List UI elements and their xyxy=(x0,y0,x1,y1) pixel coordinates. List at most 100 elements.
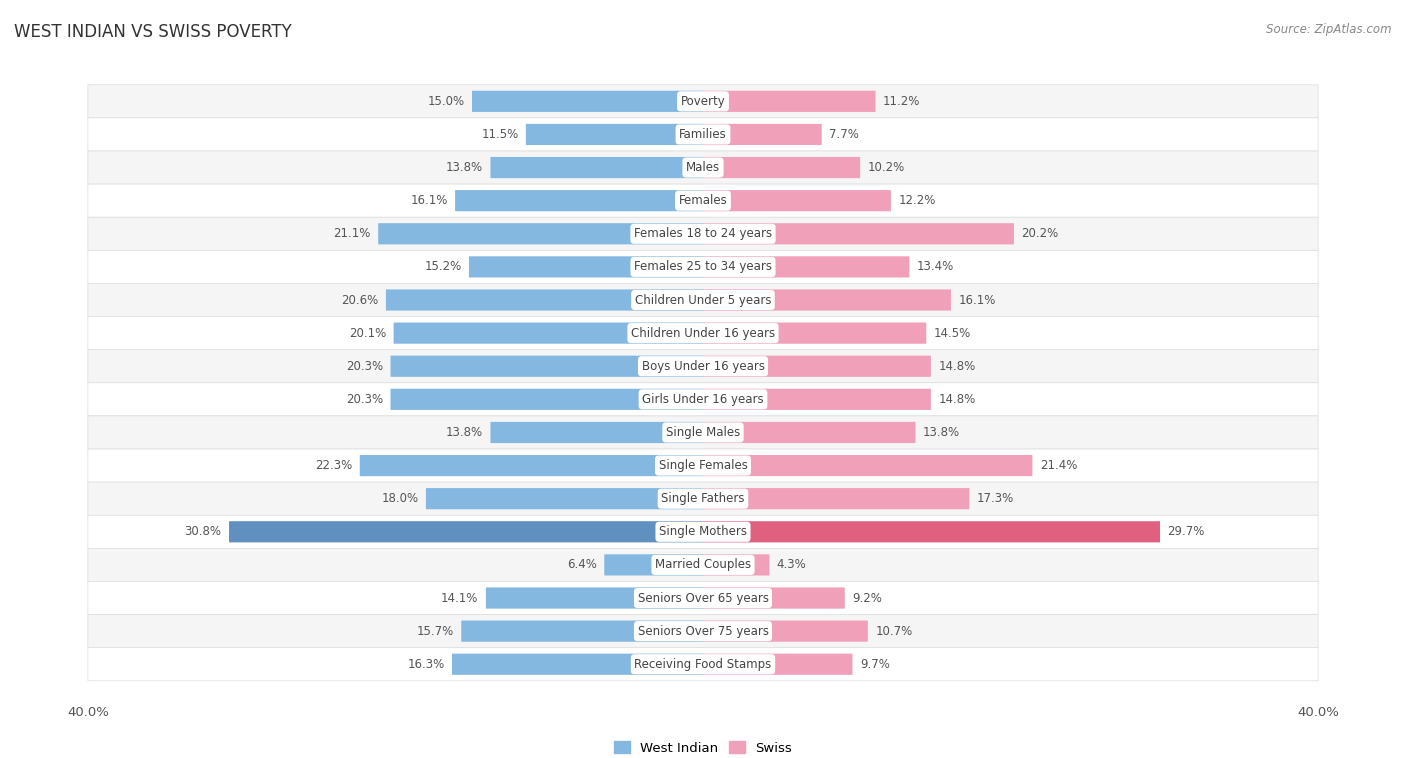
FancyBboxPatch shape xyxy=(703,522,1160,543)
Text: 21.4%: 21.4% xyxy=(1040,459,1077,472)
Text: Seniors Over 75 years: Seniors Over 75 years xyxy=(637,625,769,637)
Text: 20.3%: 20.3% xyxy=(346,393,382,406)
FancyBboxPatch shape xyxy=(391,356,703,377)
Text: 16.1%: 16.1% xyxy=(959,293,995,306)
FancyBboxPatch shape xyxy=(87,647,1319,681)
FancyBboxPatch shape xyxy=(87,250,1319,283)
FancyBboxPatch shape xyxy=(703,653,852,675)
Text: Girls Under 16 years: Girls Under 16 years xyxy=(643,393,763,406)
FancyBboxPatch shape xyxy=(87,615,1319,647)
Text: Seniors Over 65 years: Seniors Over 65 years xyxy=(637,591,769,605)
Text: Females: Females xyxy=(679,194,727,207)
FancyBboxPatch shape xyxy=(491,422,703,443)
FancyBboxPatch shape xyxy=(87,349,1319,383)
FancyBboxPatch shape xyxy=(456,190,703,211)
FancyBboxPatch shape xyxy=(491,157,703,178)
Text: 4.3%: 4.3% xyxy=(778,559,807,572)
FancyBboxPatch shape xyxy=(526,124,703,145)
Text: Children Under 16 years: Children Under 16 years xyxy=(631,327,775,340)
Text: Poverty: Poverty xyxy=(681,95,725,108)
Text: 13.8%: 13.8% xyxy=(446,426,484,439)
FancyBboxPatch shape xyxy=(472,91,703,112)
Text: Females 25 to 34 years: Females 25 to 34 years xyxy=(634,261,772,274)
Text: 22.3%: 22.3% xyxy=(315,459,353,472)
Text: 18.0%: 18.0% xyxy=(381,492,419,505)
Text: 9.2%: 9.2% xyxy=(852,591,882,605)
FancyBboxPatch shape xyxy=(385,290,703,311)
FancyBboxPatch shape xyxy=(703,455,1032,476)
FancyBboxPatch shape xyxy=(470,256,703,277)
FancyBboxPatch shape xyxy=(703,91,876,112)
Text: 20.2%: 20.2% xyxy=(1021,227,1059,240)
FancyBboxPatch shape xyxy=(703,290,950,311)
Text: 12.2%: 12.2% xyxy=(898,194,935,207)
Text: 14.8%: 14.8% xyxy=(938,393,976,406)
FancyBboxPatch shape xyxy=(703,223,1014,244)
FancyBboxPatch shape xyxy=(703,190,891,211)
FancyBboxPatch shape xyxy=(87,85,1319,118)
FancyBboxPatch shape xyxy=(703,322,927,343)
FancyBboxPatch shape xyxy=(426,488,703,509)
Text: 6.4%: 6.4% xyxy=(567,559,598,572)
Text: Boys Under 16 years: Boys Under 16 years xyxy=(641,360,765,373)
Text: 13.4%: 13.4% xyxy=(917,261,955,274)
FancyBboxPatch shape xyxy=(87,416,1319,449)
Text: 11.5%: 11.5% xyxy=(481,128,519,141)
FancyBboxPatch shape xyxy=(87,449,1319,482)
FancyBboxPatch shape xyxy=(87,548,1319,581)
Text: Married Couples: Married Couples xyxy=(655,559,751,572)
FancyBboxPatch shape xyxy=(486,587,703,609)
FancyBboxPatch shape xyxy=(87,218,1319,250)
FancyBboxPatch shape xyxy=(394,322,703,343)
FancyBboxPatch shape xyxy=(703,389,931,410)
Text: WEST INDIAN VS SWISS POVERTY: WEST INDIAN VS SWISS POVERTY xyxy=(14,23,292,41)
Text: 10.7%: 10.7% xyxy=(875,625,912,637)
Text: 14.8%: 14.8% xyxy=(938,360,976,373)
FancyBboxPatch shape xyxy=(229,522,703,543)
FancyBboxPatch shape xyxy=(703,124,821,145)
Text: 14.1%: 14.1% xyxy=(441,591,478,605)
FancyBboxPatch shape xyxy=(703,422,915,443)
Text: 20.3%: 20.3% xyxy=(346,360,382,373)
Text: Females 18 to 24 years: Females 18 to 24 years xyxy=(634,227,772,240)
FancyBboxPatch shape xyxy=(605,554,703,575)
Text: Single Females: Single Females xyxy=(658,459,748,472)
Text: 16.3%: 16.3% xyxy=(408,658,444,671)
FancyBboxPatch shape xyxy=(703,554,769,575)
Text: 17.3%: 17.3% xyxy=(977,492,1014,505)
Text: 11.2%: 11.2% xyxy=(883,95,921,108)
Text: 30.8%: 30.8% xyxy=(184,525,222,538)
Text: 29.7%: 29.7% xyxy=(1167,525,1205,538)
FancyBboxPatch shape xyxy=(453,653,703,675)
Text: 20.1%: 20.1% xyxy=(349,327,387,340)
FancyBboxPatch shape xyxy=(461,621,703,642)
FancyBboxPatch shape xyxy=(703,621,868,642)
Text: 21.1%: 21.1% xyxy=(333,227,371,240)
Text: 9.7%: 9.7% xyxy=(860,658,890,671)
FancyBboxPatch shape xyxy=(87,317,1319,349)
FancyBboxPatch shape xyxy=(391,389,703,410)
Text: 14.5%: 14.5% xyxy=(934,327,972,340)
FancyBboxPatch shape xyxy=(87,581,1319,615)
Text: Males: Males xyxy=(686,161,720,174)
Text: 13.8%: 13.8% xyxy=(922,426,960,439)
Text: Children Under 5 years: Children Under 5 years xyxy=(634,293,772,306)
Text: Single Fathers: Single Fathers xyxy=(661,492,745,505)
FancyBboxPatch shape xyxy=(703,356,931,377)
Text: Families: Families xyxy=(679,128,727,141)
FancyBboxPatch shape xyxy=(87,515,1319,548)
FancyBboxPatch shape xyxy=(360,455,703,476)
Text: Source: ZipAtlas.com: Source: ZipAtlas.com xyxy=(1267,23,1392,36)
Text: 20.6%: 20.6% xyxy=(342,293,378,306)
FancyBboxPatch shape xyxy=(87,184,1319,218)
Text: 13.8%: 13.8% xyxy=(446,161,484,174)
FancyBboxPatch shape xyxy=(87,151,1319,184)
FancyBboxPatch shape xyxy=(703,157,860,178)
Text: 7.7%: 7.7% xyxy=(830,128,859,141)
FancyBboxPatch shape xyxy=(87,283,1319,317)
Text: 15.7%: 15.7% xyxy=(416,625,454,637)
FancyBboxPatch shape xyxy=(87,383,1319,416)
FancyBboxPatch shape xyxy=(87,482,1319,515)
FancyBboxPatch shape xyxy=(87,118,1319,151)
Text: Receiving Food Stamps: Receiving Food Stamps xyxy=(634,658,772,671)
